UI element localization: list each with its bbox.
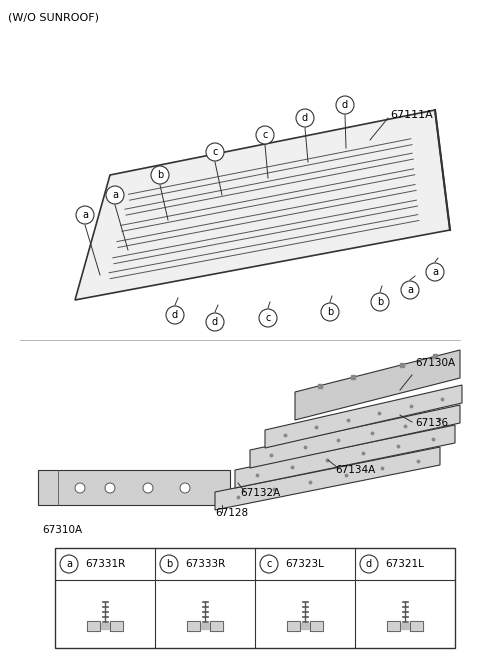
Text: 67111A: 67111A xyxy=(390,110,433,120)
Text: 67321L: 67321L xyxy=(385,559,424,569)
Text: d: d xyxy=(342,100,348,110)
Circle shape xyxy=(143,483,153,493)
Circle shape xyxy=(180,483,190,493)
Circle shape xyxy=(206,143,224,161)
Text: c: c xyxy=(212,147,218,157)
Polygon shape xyxy=(310,621,323,630)
Text: b: b xyxy=(166,559,172,569)
Text: b: b xyxy=(157,170,163,180)
Polygon shape xyxy=(287,621,300,630)
Text: a: a xyxy=(432,267,438,277)
Text: c: c xyxy=(265,313,271,323)
Circle shape xyxy=(321,303,339,321)
Text: d: d xyxy=(366,559,372,569)
Circle shape xyxy=(260,555,278,573)
Polygon shape xyxy=(215,447,440,510)
Polygon shape xyxy=(200,623,210,628)
Text: 67134A: 67134A xyxy=(335,465,375,475)
Circle shape xyxy=(259,309,277,327)
Circle shape xyxy=(371,293,389,311)
Text: (W/O SUNROOF): (W/O SUNROOF) xyxy=(8,12,99,22)
Text: c: c xyxy=(266,559,272,569)
Text: b: b xyxy=(327,307,333,317)
Text: c: c xyxy=(262,130,268,140)
Polygon shape xyxy=(300,623,310,628)
Circle shape xyxy=(151,166,169,184)
Polygon shape xyxy=(295,350,460,420)
Text: 67128: 67128 xyxy=(215,508,248,518)
Polygon shape xyxy=(75,110,450,300)
Text: 67132A: 67132A xyxy=(240,488,280,498)
Circle shape xyxy=(76,206,94,224)
Polygon shape xyxy=(400,623,410,628)
Circle shape xyxy=(160,555,178,573)
Circle shape xyxy=(166,306,184,324)
Text: 67323L: 67323L xyxy=(285,559,324,569)
Circle shape xyxy=(256,126,274,144)
Circle shape xyxy=(401,281,419,299)
Text: d: d xyxy=(212,317,218,327)
Text: 67333R: 67333R xyxy=(185,559,225,569)
Circle shape xyxy=(106,186,124,204)
Text: 67136: 67136 xyxy=(415,418,448,428)
Text: a: a xyxy=(66,559,72,569)
Polygon shape xyxy=(250,405,460,468)
Polygon shape xyxy=(87,621,100,630)
Circle shape xyxy=(60,555,78,573)
Polygon shape xyxy=(410,621,423,630)
Polygon shape xyxy=(38,470,230,505)
Text: d: d xyxy=(172,310,178,320)
Circle shape xyxy=(296,109,314,127)
Circle shape xyxy=(360,555,378,573)
Polygon shape xyxy=(100,623,110,628)
Text: a: a xyxy=(407,285,413,295)
Polygon shape xyxy=(110,621,123,630)
Polygon shape xyxy=(387,621,400,630)
Polygon shape xyxy=(265,385,462,448)
Polygon shape xyxy=(235,425,455,488)
Text: 67130A: 67130A xyxy=(415,358,455,368)
Circle shape xyxy=(426,263,444,281)
Circle shape xyxy=(336,96,354,114)
Polygon shape xyxy=(210,621,223,630)
Text: a: a xyxy=(112,190,118,200)
Polygon shape xyxy=(187,621,200,630)
Text: b: b xyxy=(377,297,383,307)
Text: 67310A: 67310A xyxy=(42,525,82,535)
Text: 67331R: 67331R xyxy=(85,559,125,569)
Text: d: d xyxy=(302,113,308,123)
Circle shape xyxy=(206,313,224,331)
Circle shape xyxy=(75,483,85,493)
Text: a: a xyxy=(82,210,88,220)
Circle shape xyxy=(105,483,115,493)
Bar xyxy=(55,548,455,648)
